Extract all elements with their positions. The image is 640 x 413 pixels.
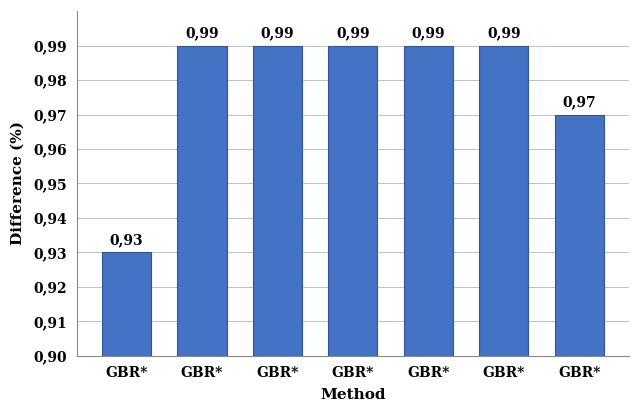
Bar — [102, 252, 151, 356]
X-axis label: Method: Method — [320, 388, 386, 402]
Bar — [555, 114, 604, 356]
Text: 0,97: 0,97 — [563, 95, 596, 109]
Y-axis label: Difference (%): Difference (%) — [11, 121, 25, 245]
Text: 0,99: 0,99 — [336, 26, 370, 40]
Bar — [253, 45, 302, 356]
Text: 0,99: 0,99 — [185, 26, 219, 40]
Bar — [404, 45, 453, 356]
Text: 0,99: 0,99 — [487, 26, 520, 40]
Bar — [328, 45, 378, 356]
Text: 0,99: 0,99 — [260, 26, 294, 40]
Text: 0,99: 0,99 — [412, 26, 445, 40]
Bar — [177, 45, 227, 356]
Bar — [479, 45, 529, 356]
Text: 0,93: 0,93 — [109, 233, 143, 247]
